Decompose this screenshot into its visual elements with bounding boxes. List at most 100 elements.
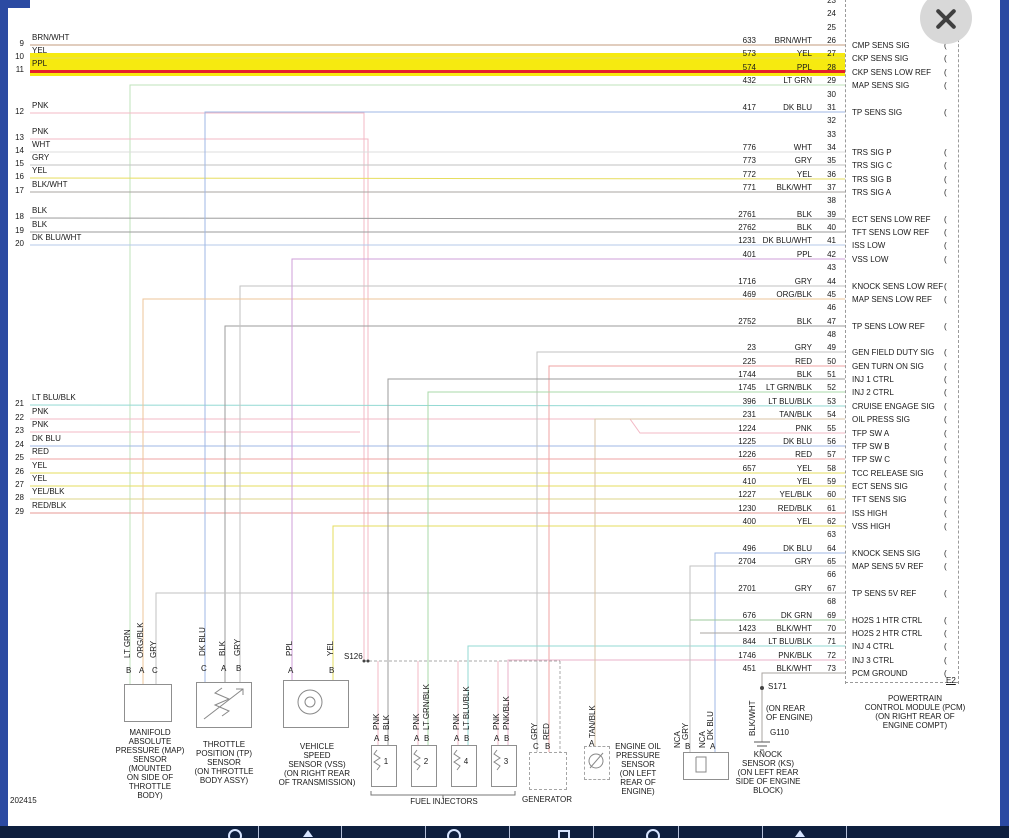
wire-color-label: GRY <box>149 640 158 658</box>
wire-gry[interactable] <box>689 565 845 752</box>
wire-yel[interactable] <box>332 525 845 680</box>
pcm-pin-32: 32 <box>827 116 836 125</box>
tp-wiper-arrowhead <box>236 688 244 695</box>
injector-coil-symbol <box>493 749 501 771</box>
pcm-pin-59: 59 <box>827 477 836 486</box>
left-pin-18: 18 <box>15 212 24 221</box>
pcm-signal-67: TP SENS 5V REF <box>852 589 917 598</box>
wire-color-label: PNK/BLK <box>502 696 511 730</box>
wire-color-label: BLK/WHT <box>776 183 812 192</box>
g110-location-label: (ON REAR OF ENGINE) <box>766 704 813 722</box>
wire-pnk[interactable] <box>30 112 365 661</box>
pin-letter: B <box>236 664 242 673</box>
circuit-number-1746: 1746 <box>738 651 756 660</box>
wire-pnk[interactable] <box>30 138 369 661</box>
left-pin-20: 20 <box>15 239 24 248</box>
wire-org-blk[interactable] <box>142 298 845 684</box>
wire-color-label: LT BLU/BLK <box>462 686 471 730</box>
tp-potentiometer-symbol <box>213 687 231 717</box>
wire-color-label: RED/BLK <box>32 501 67 510</box>
wire-ppl[interactable] <box>291 258 845 680</box>
oil-pressure-sensor-box <box>584 746 610 780</box>
circuit-number-401: 401 <box>742 250 756 259</box>
pcm-connector-left-edge <box>845 0 846 684</box>
pcm-socket-icon: ( <box>944 469 947 478</box>
pcm-socket-icon: ( <box>944 322 947 331</box>
pcm-pin-43: 43 <box>827 263 836 272</box>
pcm-socket-icon: ( <box>944 589 947 598</box>
pcm-signal-45: MAP SENS LOW REF <box>852 295 932 304</box>
tool-icon-2[interactable] <box>558 830 570 838</box>
wire-color-label: YEL <box>32 46 48 55</box>
left-pin-10: 10 <box>15 52 24 61</box>
pcm-socket-icon: ( <box>944 295 947 304</box>
circuit-number-771: 771 <box>742 183 756 192</box>
wire-blk-wht[interactable] <box>761 672 845 742</box>
wire-blk[interactable] <box>387 378 845 745</box>
pcm-signal-52: INJ 2 CTRL <box>852 388 894 397</box>
pcm-pin-23: 23 <box>827 0 836 5</box>
tool-icon-3[interactable] <box>646 829 660 838</box>
wire-gry[interactable] <box>536 351 845 752</box>
pcm-socket-icon: ( <box>944 415 947 424</box>
right-scrollbar[interactable] <box>1000 0 1009 838</box>
left-pin-22: 22 <box>15 413 24 422</box>
wire-dk-blu[interactable] <box>714 552 845 752</box>
wire-color-label: DK BLU/WHT <box>32 233 82 242</box>
left-pin-23: 23 <box>15 426 24 435</box>
highlighted-wire-trace[interactable] <box>30 70 845 73</box>
wire-lt-blu-blk[interactable] <box>29 404 846 407</box>
zoom-icon[interactable] <box>228 829 242 838</box>
wire-pnk[interactable] <box>30 418 845 434</box>
toolbar-divider <box>258 826 259 838</box>
wire-lt-grn-blk[interactable] <box>427 391 845 745</box>
wire-lt-blu-blk[interactable] <box>467 645 845 745</box>
wire-color-label: TAN/BLK <box>779 410 812 419</box>
wire-lt-grn[interactable] <box>129 84 845 684</box>
pcm-pin-47: 47 <box>827 317 836 326</box>
pcm-pin-39: 39 <box>827 210 836 219</box>
wire-tan-blk[interactable] <box>594 418 845 746</box>
pcm-signal-53: CRUISE ENGAGE SIG <box>852 402 935 411</box>
pcm-signal-47: TP SENS LOW REF <box>852 322 925 331</box>
generator-caption: GENERATOR <box>522 795 572 804</box>
pcm-connector-id: E2 <box>946 676 956 685</box>
pcm-pin-60: 60 <box>827 490 836 499</box>
pcm-socket-icon: ( <box>944 148 947 157</box>
wire-yel[interactable] <box>29 177 846 180</box>
left-pin-13: 13 <box>15 133 24 142</box>
wire-gry[interactable] <box>239 285 845 682</box>
pcm-signal-54: OIL PRESS SIG <box>852 415 910 424</box>
wire-color-label: LT GRN <box>783 76 812 85</box>
wire-dk-blu[interactable] <box>204 111 845 682</box>
oil-pressure-sensor-caption: ENGINE OIL PRESSURE SENSOR (ON LEFT REAR… <box>615 742 661 796</box>
wire-pnk-blk[interactable] <box>507 659 845 745</box>
left-pin-11: 11 <box>15 65 24 74</box>
injector-number: 4 <box>463 757 469 766</box>
pcm-pin-62: 62 <box>827 517 836 526</box>
injector-group-bracket <box>370 791 516 796</box>
toolbar-divider <box>678 826 679 838</box>
wire-blk[interactable] <box>29 217 846 220</box>
bottom-toolbar <box>0 826 1009 838</box>
wire-color-label: DK BLU <box>198 627 207 656</box>
wire-color-label: RED <box>32 447 49 456</box>
toolbar-divider <box>593 826 594 838</box>
circuit-number-1744: 1744 <box>738 370 756 379</box>
pcm-socket-icon: ( <box>944 175 947 184</box>
pcm-socket-icon: ( <box>944 442 947 451</box>
wire-blk[interactable] <box>224 325 845 682</box>
pin-letter: B <box>126 666 132 675</box>
chevron-up-icon[interactable] <box>795 830 805 837</box>
pcm-pin-25: 25 <box>827 23 836 32</box>
pcm-pin-72: 72 <box>827 651 836 660</box>
tp-sensor-caption: THROTTLE POSITION (TP) SENSOR (ON THROTT… <box>194 740 254 785</box>
arrow-up-icon[interactable] <box>303 830 313 837</box>
pin-letter: A <box>288 666 294 675</box>
wire-red[interactable] <box>548 365 845 752</box>
close-button[interactable] <box>920 0 972 44</box>
tool-icon-1[interactable] <box>447 829 461 838</box>
wire-gry[interactable] <box>155 592 845 684</box>
pcm-signal-31: TP SENS SIG <box>852 108 903 117</box>
